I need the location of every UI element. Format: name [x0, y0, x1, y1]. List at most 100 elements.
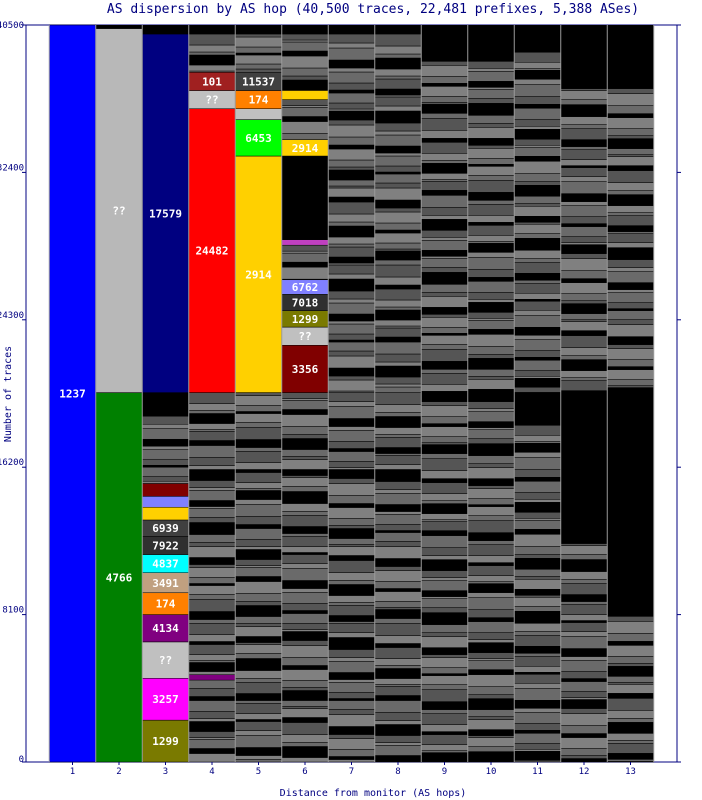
other-as-strip [607, 666, 654, 677]
other-as-strip [328, 518, 375, 526]
other-as-strip [188, 517, 236, 523]
other-as-strip [467, 180, 515, 193]
other-as-strip [328, 108, 375, 112]
hop-3-as-3257-2300-label: 3257 [152, 693, 179, 706]
other-as-strip [328, 89, 375, 94]
other-as-strip [281, 121, 329, 134]
other-as-strip [374, 276, 422, 286]
other-as-strip [374, 570, 422, 582]
hop-3-as-17579-20300-label: 17579 [149, 207, 182, 220]
other-as-strip [374, 250, 422, 261]
other-as-strip [235, 721, 282, 731]
other-as-strip [560, 201, 608, 206]
other-as-strip [374, 171, 422, 175]
other-as-strip [328, 430, 375, 442]
other-as-strip [328, 605, 375, 616]
other-as-strip [374, 232, 422, 244]
other-as-strip [560, 708, 608, 714]
other-as-strip [281, 107, 329, 117]
other-as-strip [235, 504, 282, 517]
other-as-strip [281, 680, 329, 688]
other-as-strip [467, 127, 515, 139]
other-as-strip [281, 552, 329, 555]
other-as-strip [188, 403, 236, 411]
other-as-strip [374, 96, 422, 107]
other-as-strip [421, 373, 468, 385]
other-as-strip [235, 653, 282, 659]
x-axis-label: Distance from monitor (AS hops) [280, 788, 467, 799]
other-as-strip [467, 358, 515, 370]
other-as-strip [374, 427, 422, 435]
hop-13-other-ases-0 [607, 616, 654, 763]
other-as-strip [235, 499, 282, 505]
other-as-strip [281, 746, 329, 758]
hop-10-other-ases-1 [467, 61, 515, 393]
x-tick-label-8: 8 [395, 767, 400, 777]
other-as-strip [560, 236, 608, 243]
other-as-strip [467, 504, 515, 507]
other-as-strip [142, 458, 189, 466]
other-as-strip [421, 163, 468, 174]
other-as-strip [607, 156, 654, 166]
other-as-strip [328, 82, 375, 91]
other-as-strip [281, 469, 329, 476]
other-as-strip [421, 153, 468, 161]
other-as-strip [188, 490, 236, 501]
other-as-strip [374, 199, 422, 209]
other-as-strip [235, 63, 282, 70]
other-as-strip [374, 325, 422, 329]
other-as-strip [467, 555, 515, 563]
other-as-strip [560, 543, 608, 546]
other-as-strip [560, 149, 608, 160]
other-as-strip [374, 591, 422, 602]
other-as-strip [328, 621, 375, 624]
other-as-strip [188, 457, 236, 466]
x-tick-label-3: 3 [163, 767, 168, 777]
other-as-strip [514, 224, 561, 234]
other-as-strip [514, 315, 561, 328]
other-as-strip [374, 165, 422, 173]
other-as-strip [281, 640, 329, 646]
other-as-strip [374, 386, 422, 393]
other-as-strip [235, 451, 282, 463]
other-as-strip [514, 145, 561, 148]
other-as-strip [514, 280, 561, 284]
other-as-strip [374, 152, 422, 157]
other-as-strip [328, 375, 375, 381]
other-as-strip [467, 729, 515, 736]
other-as-strip [607, 676, 654, 683]
hop-3-as-4134-6600-label: 4134 [152, 622, 179, 635]
other-as-strip [607, 310, 654, 320]
other-as-strip [235, 735, 282, 748]
other-as-strip [607, 761, 654, 763]
other-as-strip [421, 654, 468, 658]
other-as-strip [328, 333, 375, 341]
other-as-strip [374, 455, 422, 465]
other-as-strip [421, 689, 468, 702]
other-as-strip [421, 219, 468, 231]
other-as-strip [235, 528, 282, 540]
other-as-strip [374, 259, 422, 266]
hop-6-other-ases-0 [281, 392, 329, 763]
other-as-strip [607, 113, 654, 118]
other-as-strip [328, 341, 375, 352]
other-as-strip [560, 128, 608, 140]
other-as-strip [421, 256, 468, 259]
other-as-strip [374, 122, 422, 132]
other-as-strip [467, 443, 515, 456]
other-as-strip [374, 264, 422, 278]
other-as-strip [142, 480, 189, 484]
other-as-strip [235, 392, 282, 396]
other-as-strip [560, 165, 608, 168]
other-as-strip [514, 723, 561, 731]
other-as-strip [188, 487, 236, 491]
other-as-strip [514, 441, 561, 444]
other-as-strip [467, 737, 515, 747]
other-as-strip [421, 333, 468, 336]
hop-6-as-2914-33300-label: 2914 [292, 142, 319, 155]
other-as-strip [607, 369, 654, 380]
other-as-strip [560, 90, 608, 100]
other-as-strip [514, 554, 561, 559]
other-as-strip [607, 693, 654, 699]
other-as-strip [328, 595, 375, 603]
